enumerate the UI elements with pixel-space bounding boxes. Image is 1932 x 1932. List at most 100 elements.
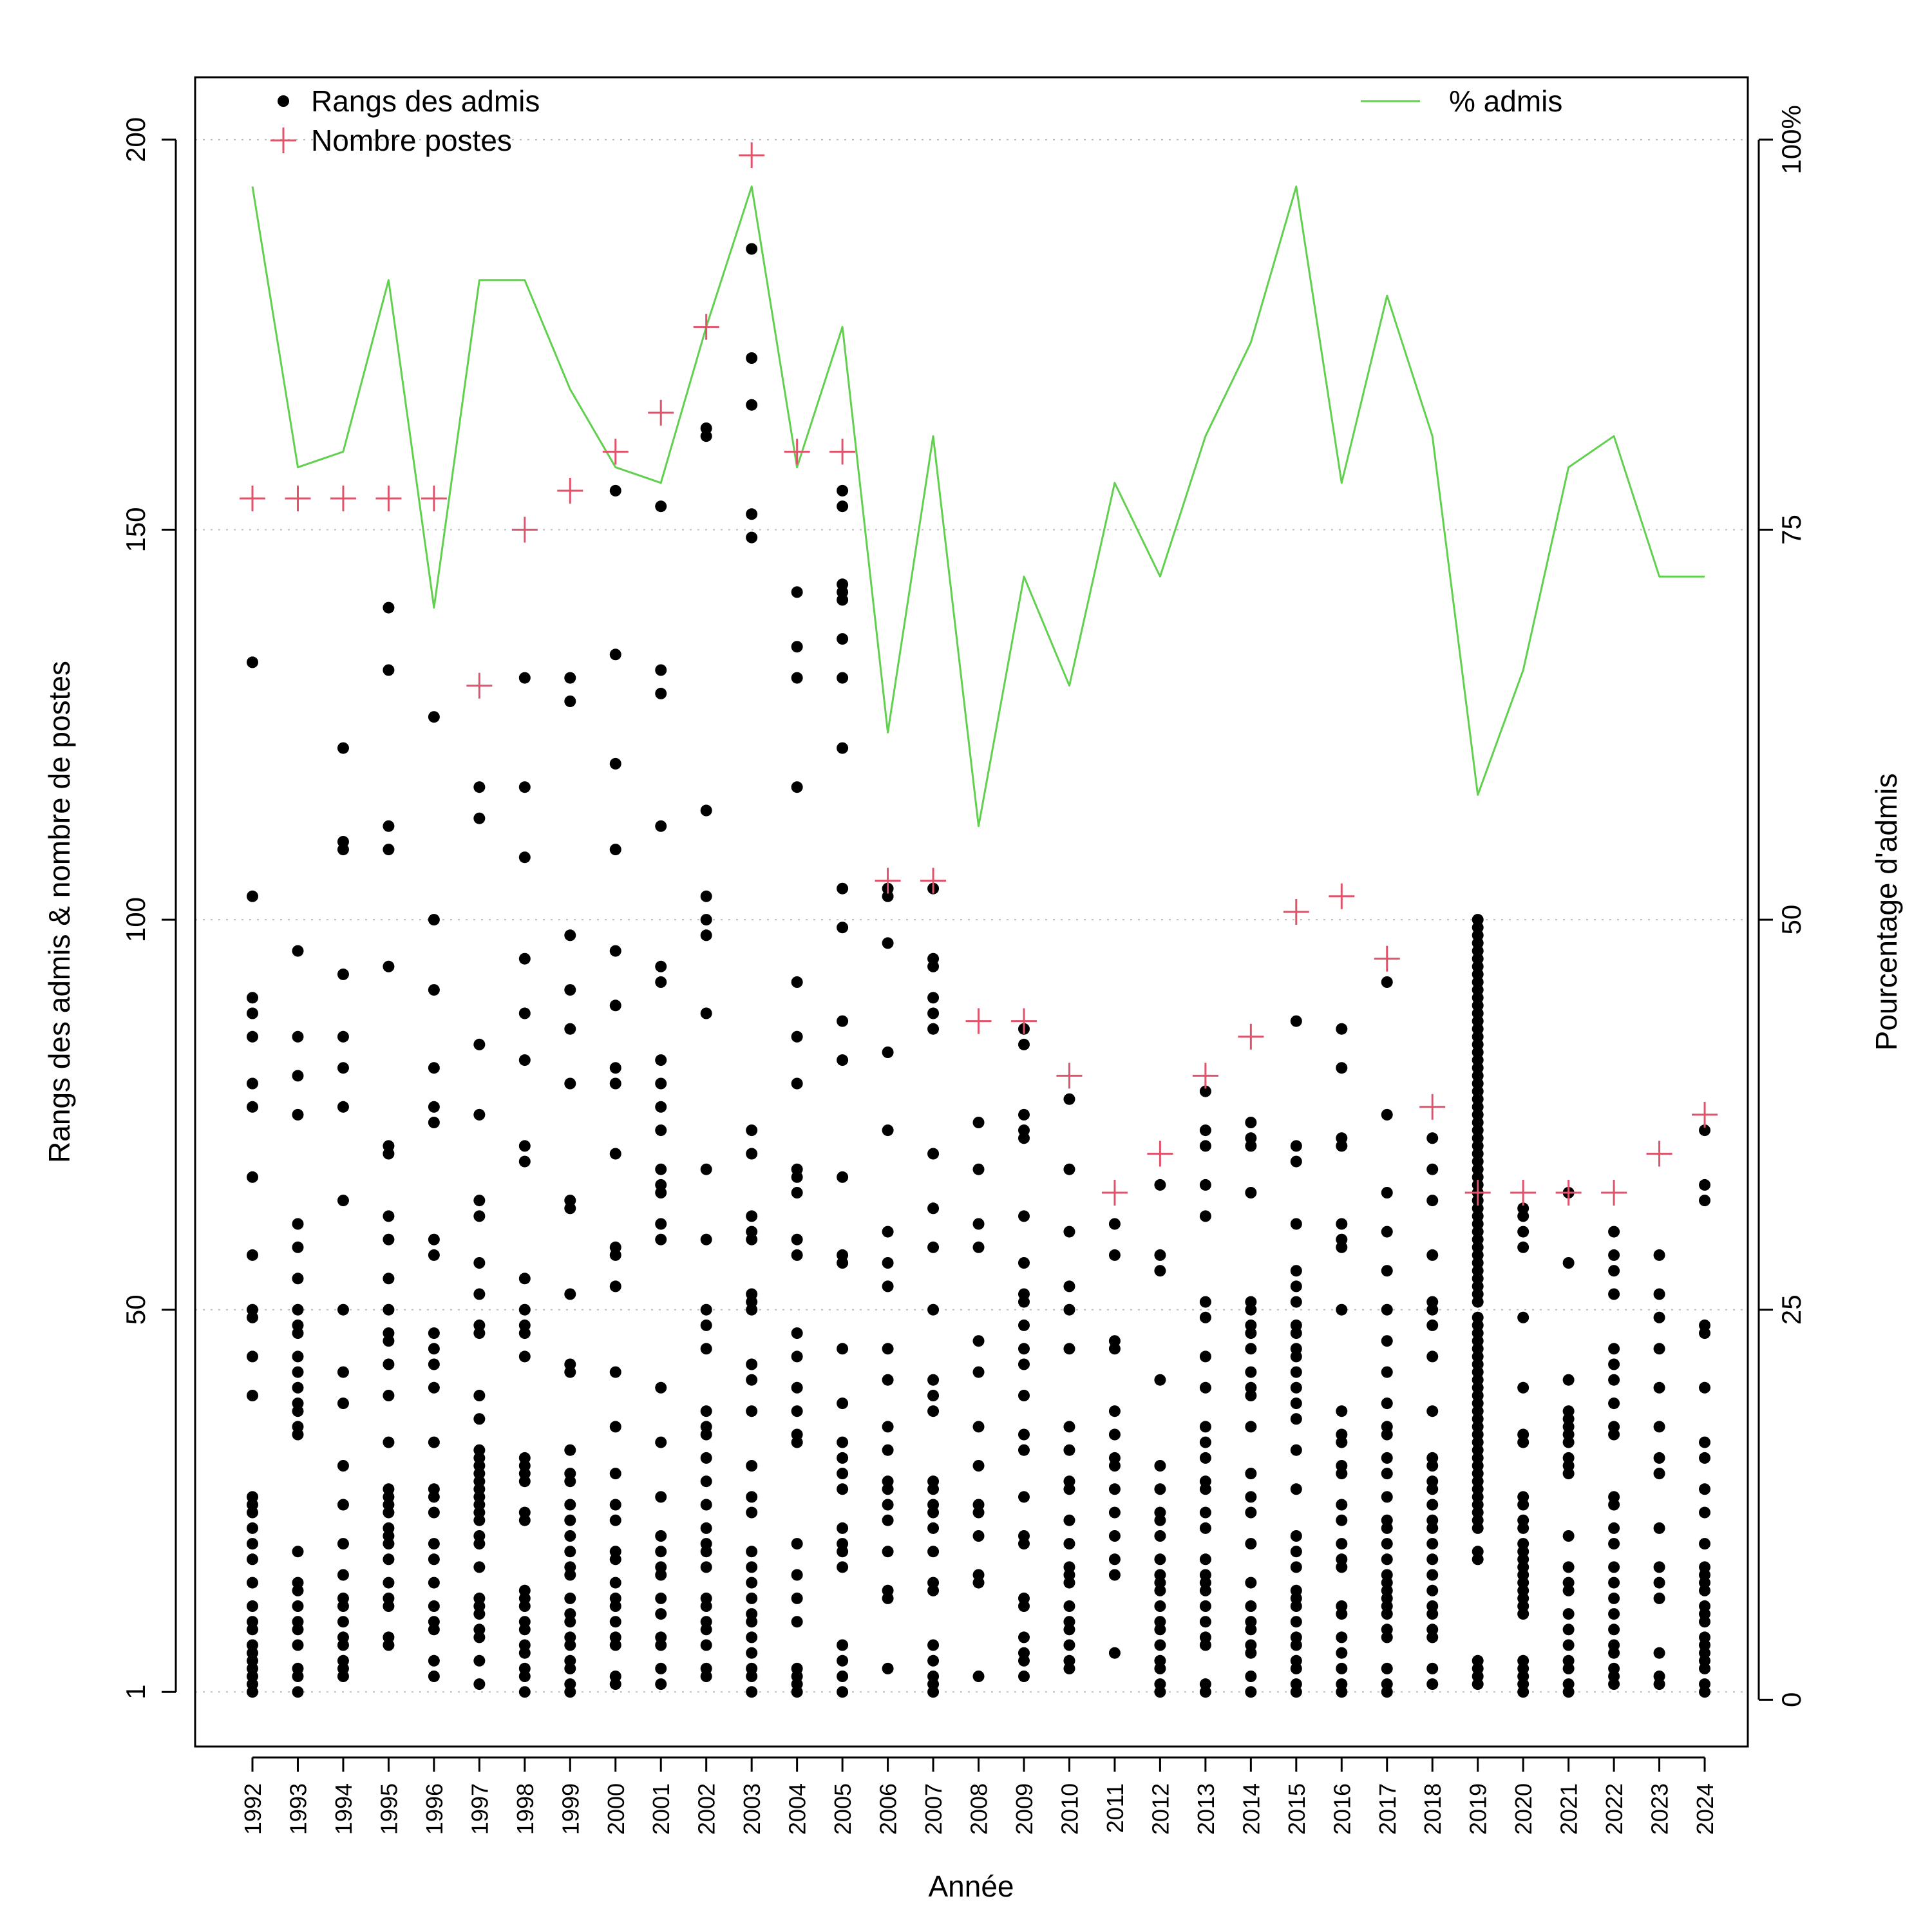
x-tick-label: 2015	[1283, 1783, 1310, 1835]
rang-admis-point	[700, 1662, 712, 1674]
rang-admis-point	[1108, 1553, 1121, 1566]
rang-admis-point	[1199, 1553, 1211, 1566]
rang-admis-point	[1018, 1124, 1030, 1137]
rang-admis-point	[337, 1062, 349, 1074]
rang-admis-point	[1699, 1631, 1711, 1643]
rang-admis-point	[655, 1054, 667, 1066]
rang-admis-point	[518, 781, 531, 793]
rang-admis-point	[1108, 1218, 1121, 1230]
rang-admis-point	[337, 1631, 349, 1643]
rang-admis-point	[1018, 1038, 1030, 1050]
rang-admis-point	[383, 1592, 395, 1604]
rang-admis-point	[1199, 1140, 1211, 1152]
rang-admis-point	[655, 960, 667, 972]
rang-admis-point	[1199, 1600, 1211, 1612]
rang-admis-point	[609, 1499, 621, 1511]
nombre-postes-series	[240, 142, 1718, 1206]
rang-admis-point	[1245, 1639, 1257, 1651]
rang-admis-point	[746, 1210, 758, 1222]
rang-admis-point	[1018, 1444, 1030, 1456]
rang-admis-point	[927, 1023, 940, 1035]
rang-admis-point	[1562, 1624, 1575, 1636]
rang-admis-point	[1245, 1538, 1257, 1550]
rang-admis-point	[1290, 1015, 1302, 1027]
rang-admis-point	[837, 1171, 849, 1183]
rang-admis-point	[1063, 1444, 1075, 1456]
rang-admis-point	[882, 1584, 894, 1596]
rang-admis-point	[473, 1390, 486, 1401]
nombre-postes-point	[1329, 883, 1355, 909]
x-tick-label: 2010	[1056, 1783, 1083, 1835]
rang-admis-point	[700, 1561, 712, 1573]
rang-admis-point	[609, 1366, 621, 1378]
rang-admis-point	[1426, 1538, 1439, 1550]
rang-admis-point	[1653, 1647, 1665, 1659]
x-tick-label: 2008	[966, 1783, 992, 1835]
rang-admis-point	[564, 1195, 576, 1207]
rang-admis-point	[1154, 1639, 1166, 1651]
nombre-postes-point	[1601, 1180, 1627, 1206]
rang-admis-point	[837, 1483, 849, 1495]
rang-admis-point	[428, 1381, 440, 1394]
rang-admis-point	[337, 742, 349, 754]
rang-admis-point	[1336, 1218, 1348, 1230]
nombre-postes-point	[920, 867, 947, 894]
rang-admis-point	[247, 1522, 258, 1534]
rang-admis-point	[292, 1070, 304, 1082]
rang-admis-point	[473, 1678, 486, 1690]
x-tick-label: 2019	[1465, 1783, 1492, 1835]
rang-admis-point	[882, 1124, 894, 1137]
rang-admis-point	[1154, 1179, 1166, 1191]
rang-admis-point	[1336, 1405, 1348, 1417]
rang-admis-point	[927, 1546, 940, 1558]
rang-admis-point	[700, 1343, 712, 1355]
rang-admis-point	[1018, 1319, 1030, 1331]
rang-admis-point	[1290, 1678, 1302, 1690]
left-tick-label: 150	[120, 507, 151, 552]
rang-admis-point	[1608, 1249, 1620, 1261]
rangs-admis-series	[247, 243, 1711, 1698]
rang-admis-point	[655, 664, 667, 676]
rang-admis-point	[1018, 1288, 1030, 1300]
rang-admis-point	[1018, 1491, 1030, 1503]
rang-admis-point	[564, 1678, 576, 1690]
nombre-postes-point	[1101, 1180, 1128, 1206]
rang-admis-point	[1245, 1616, 1257, 1628]
rang-admis-point	[1108, 1405, 1121, 1417]
rang-admis-point	[927, 1148, 940, 1160]
rang-admis-point	[247, 1600, 258, 1612]
rang-admis-point	[292, 1241, 304, 1253]
rang-admis-point	[292, 1639, 304, 1651]
rang-admis-point	[1290, 1218, 1302, 1230]
rang-admis-point	[791, 1187, 803, 1198]
rang-admis-point	[1699, 1381, 1711, 1394]
rang-admis-point	[1517, 1514, 1530, 1526]
rang-admis-point	[1653, 1311, 1665, 1323]
rang-admis-point	[609, 1062, 621, 1074]
rang-admis-point	[1108, 1428, 1121, 1441]
rang-admis-point	[746, 1148, 758, 1160]
rang-admis-point	[518, 1452, 531, 1464]
rang-admis-point	[746, 1460, 758, 1472]
rang-admis-point	[292, 1686, 304, 1698]
rang-admis-point	[428, 1249, 440, 1261]
rang-admis-point	[473, 1288, 486, 1300]
rang-admis-point	[1336, 1233, 1348, 1245]
x-tick-label: 2000	[603, 1783, 629, 1835]
rang-admis-point	[837, 1639, 849, 1651]
rang-admis-point	[337, 1397, 349, 1410]
rang-admis-point	[247, 1007, 258, 1019]
rang-admis-point	[927, 1499, 940, 1511]
rang-admis-point	[337, 1460, 349, 1472]
x-axis-title: Année	[928, 1870, 1014, 1903]
rang-admis-point	[518, 1319, 531, 1331]
rang-admis-point	[383, 1483, 395, 1495]
rang-admis-point	[1562, 1577, 1575, 1589]
x-tick-label: 2024	[1692, 1783, 1718, 1835]
rang-admis-point	[837, 882, 849, 895]
right-axis: 0 25 50 75 100%	[1757, 105, 1806, 1707]
rang-admis-point	[1063, 1163, 1075, 1175]
rang-admis-point	[1426, 1662, 1439, 1674]
x-tick-label: 2016	[1329, 1783, 1355, 1835]
